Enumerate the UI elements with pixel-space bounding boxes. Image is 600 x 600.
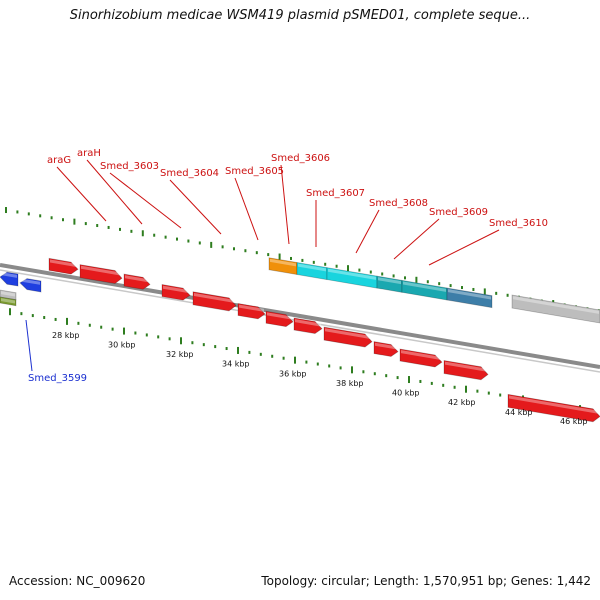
label-smed-3607: Smed_3607 [306,188,365,199]
gene-smed-3607-shine [267,312,292,320]
label-smed-3605: Smed_3605 [225,166,284,177]
gene-smed-3612 [443,360,489,381]
feature-teal-1-shine [378,277,401,285]
label-smed-3604: Smed_3604 [160,168,219,179]
gene-smed-3607 [265,310,294,328]
gene-smed-3609-shine [325,328,371,340]
leader-smed-3609 [393,218,440,260]
scale-label-1: 30 kbp [108,340,136,349]
scale-label-2: 32 kbp [166,350,194,359]
accession-label: Accession: [9,574,73,588]
label-smed-3610: Smed_3610 [489,218,548,229]
backbone-line [0,263,600,369]
gene-smed-3613-shine [509,395,599,414]
gene-smed-3606 [237,302,266,320]
gene-smed-3613 [507,393,600,423]
leader-smed-3603 [109,172,182,229]
feature-steel [446,287,493,309]
leader-smed-3608 [355,209,380,254]
genes-label: Genes: [510,574,553,588]
gene-smed-3608-shine [295,319,321,327]
topology-value: circular [321,574,366,588]
topology-label: Topology: [261,574,318,588]
scale-label-5: 38 kbp [336,379,364,388]
gene-smed-3603-shine [125,275,149,283]
label-smed-3609: Smed_3609 [429,207,488,218]
gene-smed-3605-shine [194,292,235,303]
map-title: Sinorhizobium medicae WSM419 plasmid pSM… [69,8,531,23]
scale-label-8: 44 kbp [505,408,533,417]
label-arah: araH [77,148,101,159]
gene-smed-3610 [373,341,399,357]
label-smed-3603: Smed_3603 [100,161,159,172]
label-smed-3599: Smed_3599 [28,373,87,384]
gene-smed-3603 [123,273,151,290]
genes-value: 1,442 [556,574,591,588]
leader-smed-3606 [280,164,290,245]
gene-arag [48,257,79,275]
gene-smed-3599 [0,271,19,287]
gene-arag-shine [50,259,77,268]
plasmid-backbone [0,263,600,373]
feature-grey-left-shine [1,291,15,297]
leader-smed-3610 [428,229,500,266]
length-value: 1,570,951 bp [422,574,503,588]
leader-smed-3604 [169,179,222,235]
gene-smed-3606-shine [239,304,264,312]
label-smed-3606: Smed_3606 [271,153,330,164]
gene-smed-3608 [293,317,323,334]
feature-orange-shine [270,258,296,267]
tick-marks [5,207,600,413]
leader-arag [56,166,107,222]
gene-smed-3600 [19,278,42,293]
leader-smed-3605 [234,177,259,241]
leader-smed-3599 [25,319,33,372]
length-label: Length: [373,574,420,588]
accession-info: Accession: NC_009620 [9,574,145,588]
feature-olive-left-shine [1,298,15,304]
scale-label-4: 36 kbp [279,369,307,378]
scale-label-0: 28 kbp [52,331,80,340]
leader-arah [86,159,143,225]
label-smed-3608: Smed_3608 [369,198,428,209]
feature-cyan-1-shine [298,263,326,272]
gene-smed-3605 [192,291,237,312]
feature-olive-left [0,296,17,307]
gene-arah [79,264,123,284]
gene-smed-3612-shine [445,361,487,372]
feature-grey [511,294,600,324]
scale-labels: 28 kbp 30 kbp 32 kbp 34 kbp 36 kbp 38 kbp 40 k… [52,331,588,426]
accession-value: NC_009620 [76,574,146,588]
label-arag: araG [47,155,71,166]
gene-smed-3604-shine [163,285,189,294]
topology-info: Topology: circular; Length: 1,570,951 bp… [261,574,591,588]
feature-grey-shine [513,296,599,314]
gene-smed-3610-shine [375,342,397,350]
gene-smed-3604 [161,284,191,301]
gene-features [0,257,600,423]
feature-teal-2-shine [403,281,446,292]
feature-steel-shine [448,289,491,300]
scale-label-9: 46 kbp [560,417,588,426]
scale-label-3: 34 kbp [222,360,250,369]
gene-arah-shine [81,265,121,276]
gene-smed-3611-shine [401,350,441,360]
gene-smed-3599-shine [1,272,17,278]
feature-cyan-2-shine [328,268,376,280]
gene-smed-3600-shine [21,278,40,285]
gene-smed-3609 [323,326,373,348]
scale-label-7: 42 kbp [448,398,476,407]
scale-label-6: 40 kbp [392,389,420,398]
gene-smed-3611 [399,348,443,368]
